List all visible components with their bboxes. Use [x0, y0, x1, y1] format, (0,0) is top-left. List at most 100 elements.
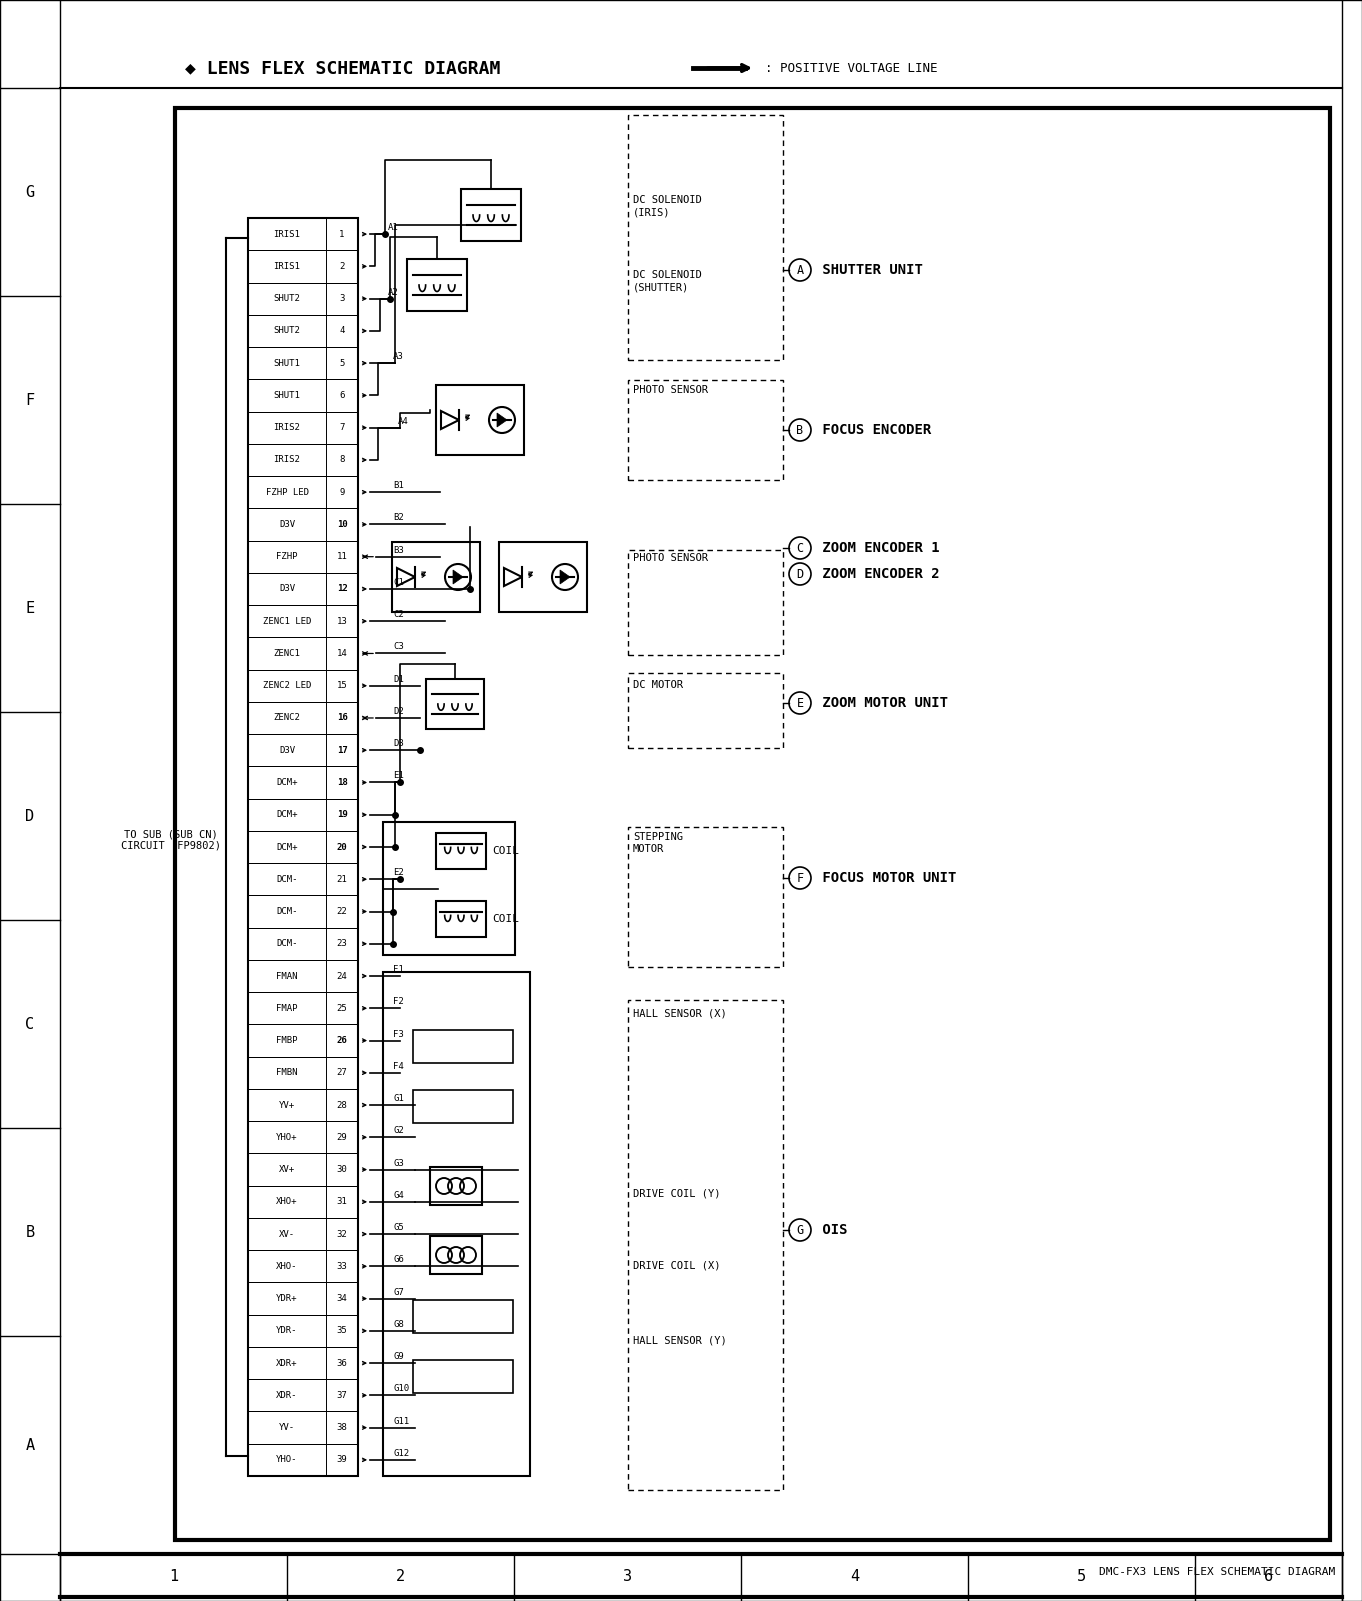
Text: 23: 23: [336, 940, 347, 948]
Text: XDR+: XDR+: [276, 1359, 298, 1367]
Text: DCM-: DCM-: [276, 874, 298, 884]
Text: G4: G4: [394, 1191, 403, 1199]
Bar: [248, 1346, 358, 1378]
Polygon shape: [560, 570, 571, 584]
Text: DCM+: DCM+: [276, 778, 298, 788]
Text: XDR-: XDR-: [276, 1391, 298, 1399]
Text: 32: 32: [336, 1230, 347, 1239]
Bar: [248, 993, 358, 1025]
Text: DMC-FX3 LENS FLEX SCHEMATIC DIAGRAM: DMC-FX3 LENS FLEX SCHEMATIC DIAGRAM: [1099, 1567, 1335, 1577]
Text: G: G: [797, 1223, 804, 1236]
Text: C: C: [797, 541, 804, 554]
Text: B: B: [26, 1225, 34, 1239]
Text: SHUT1: SHUT1: [274, 359, 301, 368]
Text: 14: 14: [336, 648, 347, 658]
Bar: [436, 384, 524, 455]
Bar: [248, 1444, 358, 1476]
Text: 36: 36: [336, 1359, 347, 1367]
Text: : POSITIVE VOLTAGE LINE: : POSITIVE VOLTAGE LINE: [765, 61, 937, 75]
Bar: [248, 831, 358, 863]
Text: 2: 2: [339, 263, 345, 271]
Text: IRIS1: IRIS1: [274, 263, 301, 271]
Text: 3: 3: [622, 1569, 632, 1583]
Bar: [248, 218, 358, 250]
Bar: [413, 1359, 513, 1393]
Text: 38: 38: [336, 1423, 347, 1433]
Bar: [383, 821, 515, 956]
Text: DCM-: DCM-: [276, 940, 298, 948]
Text: DRIVE COIL (Y): DRIVE COIL (Y): [633, 1188, 720, 1198]
Text: DC MOTOR: DC MOTOR: [633, 680, 682, 690]
Text: E2: E2: [394, 868, 403, 877]
Text: G12: G12: [394, 1449, 409, 1459]
Bar: [248, 1412, 358, 1444]
Bar: [248, 379, 358, 411]
Text: DC SOLENOID
(IRIS): DC SOLENOID (IRIS): [633, 195, 701, 218]
Text: SHUT2: SHUT2: [274, 327, 301, 335]
Text: IRIS2: IRIS2: [274, 455, 301, 464]
Text: 5: 5: [1077, 1569, 1086, 1583]
Text: IRIS1: IRIS1: [274, 229, 301, 239]
Bar: [248, 767, 358, 799]
Text: FMAN: FMAN: [276, 972, 298, 980]
Bar: [460, 189, 522, 242]
Text: 4: 4: [339, 327, 345, 335]
Bar: [248, 701, 358, 735]
Text: C1: C1: [394, 578, 403, 588]
Text: YHO+: YHO+: [276, 1134, 298, 1142]
Bar: [392, 543, 479, 612]
Bar: [248, 1282, 358, 1314]
Text: 26: 26: [336, 1036, 347, 1045]
Text: A3: A3: [394, 352, 403, 362]
Text: ZENC1 LED: ZENC1 LED: [263, 616, 311, 626]
Text: G9: G9: [394, 1353, 403, 1361]
Bar: [430, 1167, 482, 1206]
Text: COIL: COIL: [492, 845, 519, 857]
Text: YV+: YV+: [279, 1100, 296, 1109]
Text: FOCUS MOTOR UNIT: FOCUS MOTOR UNIT: [814, 871, 956, 885]
Text: 13: 13: [336, 616, 347, 626]
Text: 2: 2: [396, 1569, 405, 1583]
Text: 18: 18: [336, 778, 347, 788]
Text: DCM+: DCM+: [276, 810, 298, 820]
Text: DC SOLENOID
(SHUTTER): DC SOLENOID (SHUTTER): [633, 271, 701, 293]
Text: 9: 9: [339, 488, 345, 496]
Text: G5: G5: [394, 1223, 403, 1233]
Text: ZOOM ENCODER 2: ZOOM ENCODER 2: [814, 567, 940, 581]
Bar: [248, 735, 358, 767]
Bar: [248, 1218, 358, 1250]
Text: 29: 29: [336, 1134, 347, 1142]
Text: D3V: D3V: [279, 520, 296, 528]
Polygon shape: [497, 413, 507, 427]
Text: D1: D1: [394, 674, 403, 684]
Bar: [248, 863, 358, 895]
Text: PHOTO SENSOR: PHOTO SENSOR: [633, 552, 708, 564]
Text: 28: 28: [336, 1100, 347, 1109]
Text: 12: 12: [336, 584, 347, 594]
Bar: [628, 551, 783, 655]
Text: 15: 15: [336, 680, 347, 690]
Text: B: B: [797, 424, 804, 437]
Text: 4: 4: [850, 1569, 859, 1583]
Text: 3: 3: [339, 295, 345, 303]
Text: 19: 19: [336, 810, 347, 820]
Text: G1: G1: [394, 1093, 403, 1103]
Text: 33: 33: [336, 1262, 347, 1271]
Text: 1: 1: [339, 229, 345, 239]
Bar: [248, 411, 358, 443]
Bar: [248, 637, 358, 669]
Text: YDR-: YDR-: [276, 1326, 298, 1335]
Text: 27: 27: [336, 1068, 347, 1077]
Text: F: F: [797, 871, 804, 884]
Text: SHUT2: SHUT2: [274, 295, 301, 303]
Bar: [436, 833, 486, 869]
Text: IRIS2: IRIS2: [274, 423, 301, 432]
Text: 7: 7: [339, 423, 345, 432]
Bar: [248, 669, 358, 701]
Bar: [248, 508, 358, 541]
Text: 17: 17: [336, 746, 347, 754]
Bar: [413, 1090, 513, 1122]
Bar: [248, 347, 358, 379]
Bar: [430, 1236, 482, 1274]
Text: 16: 16: [336, 714, 347, 722]
